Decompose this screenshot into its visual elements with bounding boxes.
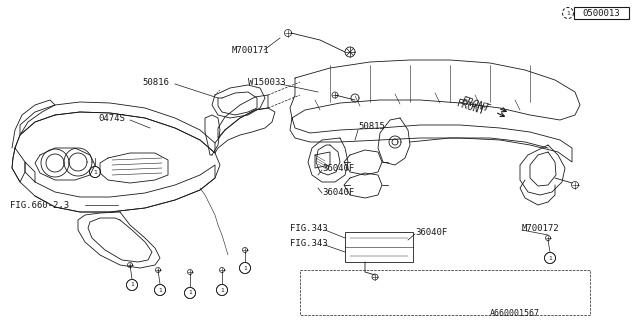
Bar [574,7,629,19]
Text: 1: 1 [243,266,247,270]
Text: 1: 1 [93,170,97,174]
Text: W150033: W150033 [248,77,285,86]
Text: M700172: M700172 [522,223,559,233]
Text: FRONT: FRONT [460,96,491,114]
Text: 50816: 50816 [142,77,169,86]
Text: 0474S: 0474S [98,114,125,123]
Bar [345,232,413,262]
Text: 1: 1 [158,287,162,292]
Text: 0500013: 0500013 [582,9,620,18]
Text: 36040F: 36040F [322,188,355,196]
Text: 1: 1 [188,291,192,295]
Text: 36040F: 36040F [415,228,447,236]
Text: 50815: 50815 [358,122,385,131]
Text: A660001567: A660001567 [490,309,540,318]
Text: FIG.660-2,3: FIG.660-2,3 [10,201,69,210]
Text: FIG.343: FIG.343 [290,238,328,247]
Text: FRONT: FRONT [455,99,486,117]
Text: 1: 1 [220,287,224,292]
Text: 1: 1 [130,283,134,287]
Text: M700171: M700171 [232,45,269,54]
Text: 1: 1 [566,11,570,15]
Text: 1: 1 [548,255,552,260]
Text: 36040F: 36040F [322,164,355,172]
Text: FIG.343: FIG.343 [290,223,328,233]
